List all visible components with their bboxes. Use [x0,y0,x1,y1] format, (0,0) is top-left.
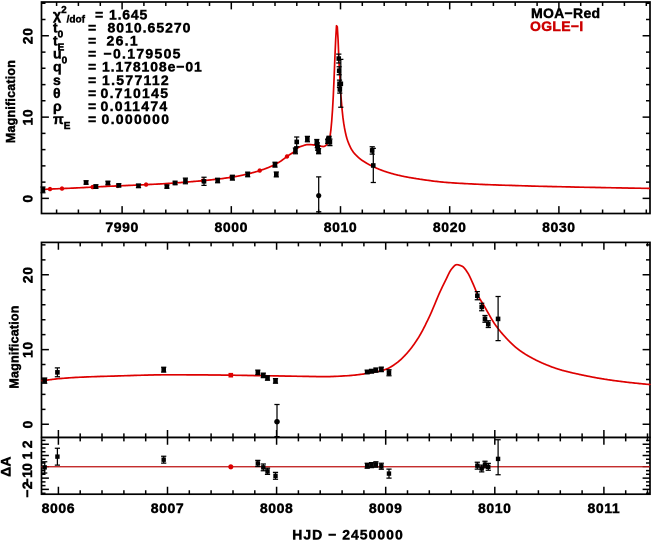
svg-text:=: = [88,20,97,36]
svg-text:θ: θ [53,85,61,101]
svg-text:Magnification: Magnification [4,60,18,143]
svg-text:−2: −2 [19,481,35,498]
svg-text:=: = [88,111,97,127]
svg-text:8030: 8030 [542,219,576,235]
svg-text:Magnification: Magnification [8,305,22,388]
svg-text:8010.65270: 8010.65270 [108,20,192,36]
svg-text:20: 20 [20,27,36,44]
svg-text:0: 0 [19,463,35,471]
svg-text:8006: 8006 [42,500,76,516]
svg-text:8009: 8009 [369,500,403,516]
svg-text:1.577112: 1.577112 [102,72,170,88]
svg-text:8000: 8000 [215,219,249,235]
svg-text:10: 10 [20,109,36,126]
svg-text:ΔA: ΔA [0,456,14,477]
svg-text:−0.179505: −0.179505 [104,46,182,62]
svg-text:10: 10 [20,341,36,358]
svg-text:8020: 8020 [433,219,467,235]
svg-text:=: = [88,59,97,75]
svg-text:8007: 8007 [151,500,185,516]
svg-text:0.000000: 0.000000 [102,111,171,127]
svg-text:2: 2 [19,440,35,448]
svg-text:8010: 8010 [478,500,512,516]
svg-text:1.178108e−01: 1.178108e−01 [102,59,203,75]
svg-text:1: 1 [19,451,35,459]
svg-text:26.1: 26.1 [107,33,139,49]
svg-text:=: = [88,33,97,49]
svg-text:0.710145: 0.710145 [101,85,170,101]
svg-text:7990: 7990 [105,219,139,235]
svg-text:0: 0 [20,420,36,428]
svg-text:0.011474: 0.011474 [101,98,169,114]
svg-text:=: = [88,72,97,88]
svg-text:=: = [88,85,97,101]
svg-text:t0: t0 [53,20,64,41]
svg-text:ρ: ρ [53,98,62,114]
svg-text:OGLE−I: OGLE−I [530,18,584,34]
svg-text:8010: 8010 [324,219,358,235]
svg-text:8008: 8008 [260,500,294,516]
svg-text:q: q [53,59,62,75]
svg-text:=: = [95,6,104,22]
svg-text:0: 0 [20,194,36,202]
svg-text:s: s [53,72,61,88]
svg-text:20: 20 [20,266,36,283]
svg-text:HJD − 2450000: HJD − 2450000 [292,527,403,543]
svg-text:−1: −1 [19,470,35,487]
svg-text:8011: 8011 [588,500,621,516]
svg-text:1.645: 1.645 [109,6,148,22]
svg-text:MOA−Red: MOA−Red [531,5,600,21]
svg-text:=: = [88,98,97,114]
svg-text:=: = [88,46,97,62]
